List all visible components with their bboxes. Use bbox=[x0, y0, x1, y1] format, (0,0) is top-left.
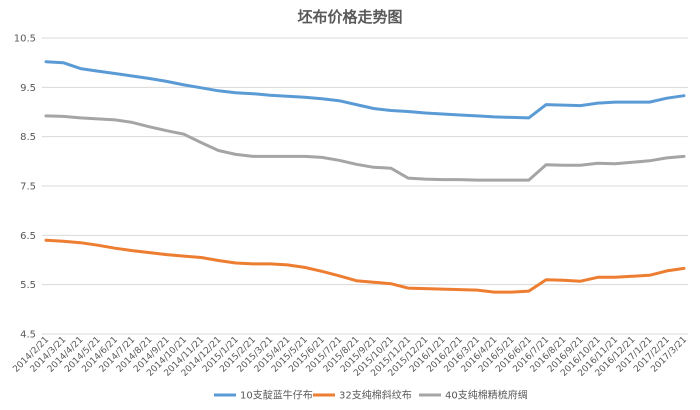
series-line-1 bbox=[44, 60, 686, 120]
legend-label: 32支纯棉斜纹布 bbox=[339, 389, 412, 402]
legend-label: 10支靛蓝牛仔布 bbox=[240, 389, 313, 402]
legend: 10支靛蓝牛仔布 32支纯棉斜纹布 40支纯棉精梳府绸 bbox=[214, 389, 528, 402]
y-tick-label: 8.5 bbox=[20, 132, 36, 143]
chart-title: 坯布价格走势图 bbox=[297, 8, 402, 26]
y-tick-label: 10.5 bbox=[14, 34, 36, 45]
y-axis-ticks: 4.5 5.5 6.5 7.5 8.5 9.5 10.5 bbox=[14, 34, 36, 341]
y-tick-label: 4.5 bbox=[20, 330, 36, 341]
y-tick-label: 6.5 bbox=[20, 231, 36, 242]
legend-label: 40支纯棉精梳府绸 bbox=[445, 389, 528, 402]
series-line-3 bbox=[44, 114, 686, 182]
series-line-2 bbox=[44, 238, 686, 294]
y-tick-label: 7.5 bbox=[20, 182, 36, 193]
y-tick-label: 5.5 bbox=[20, 280, 36, 291]
series-lines bbox=[44, 60, 686, 294]
gridlines bbox=[42, 37, 688, 335]
y-tick-label: 9.5 bbox=[20, 83, 36, 94]
x-axis-ticks: 2014/2/212014/3/212014/4/212014/5/212014… bbox=[11, 335, 689, 379]
